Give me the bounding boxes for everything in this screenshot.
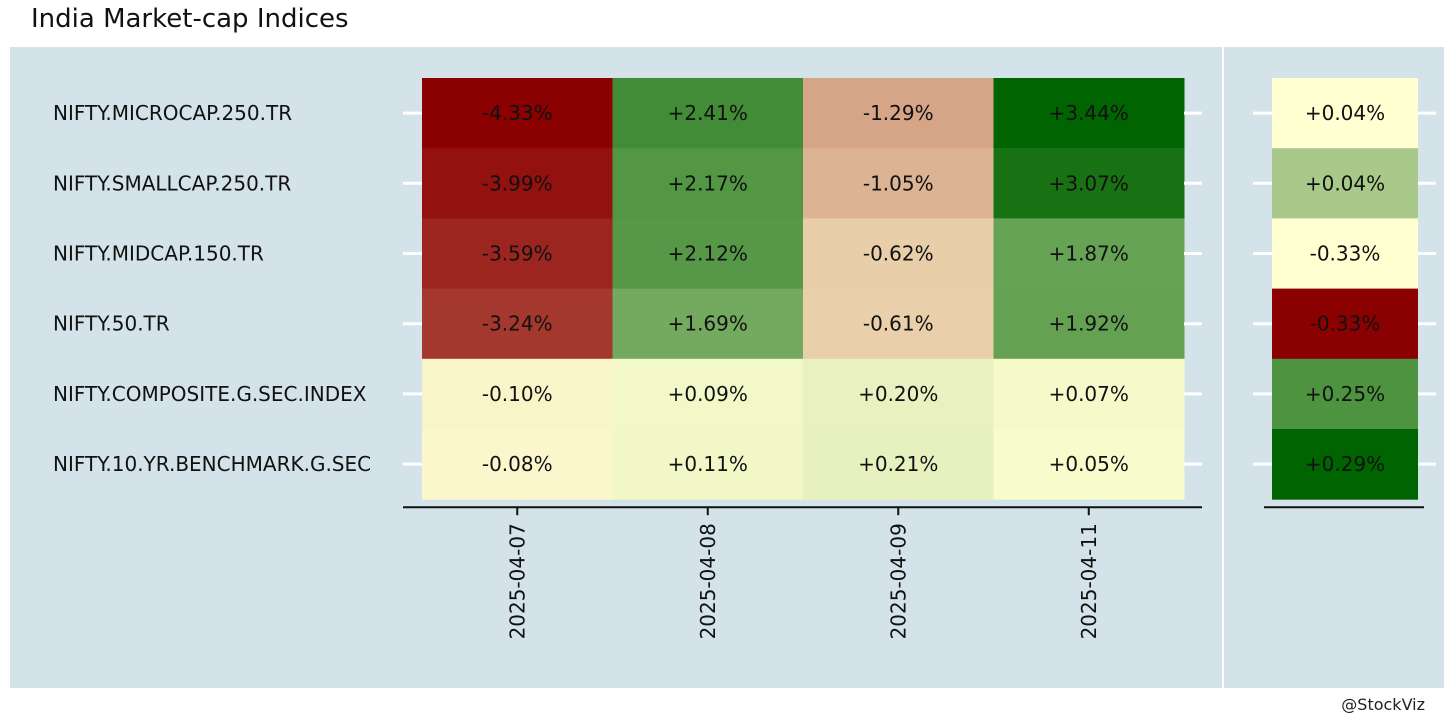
x-tick-label: 2025-04-07 (505, 523, 529, 639)
row-label: NIFTY.10.YR.BENCHMARK.G.SEC (53, 452, 371, 476)
summary-cell (1272, 358, 1418, 430)
heatmap-cell-label: +0.07% (1049, 382, 1129, 406)
heatmap-cell (803, 78, 994, 149)
summary-cell (1272, 218, 1418, 290)
chart-title: India Market-cap Indices (31, 4, 349, 34)
heatmap-cell (422, 148, 613, 219)
heatmap-cell-label: +0.21% (858, 452, 938, 476)
summary-cell-label: -0.33% (1310, 242, 1381, 266)
row-label: NIFTY.MICROCAP.250.TR (53, 101, 292, 125)
heatmap-cell (993, 288, 1185, 360)
summary-cell (1272, 288, 1418, 360)
heatmap-cell-label: +1.92% (1049, 312, 1129, 336)
heatmap-cell-label: -1.05% (863, 171, 934, 195)
heatmap-cell-label: +3.44% (1049, 101, 1129, 125)
heatmap-cell-label: +2.17% (668, 171, 748, 195)
heatmap-cell-label: +1.87% (1049, 242, 1129, 266)
heatmap-cell (803, 148, 994, 219)
heatmap-cell (993, 429, 1185, 500)
heatmap-cell-label: -3.99% (482, 171, 553, 195)
heatmap-cell-label: +0.20% (858, 382, 938, 406)
heatmap-cell-label: +2.41% (668, 101, 748, 125)
heatmap-cell-label: +2.12% (668, 242, 748, 266)
heatmap-cell (612, 358, 804, 430)
heatmap-cell (612, 148, 804, 219)
heatmap-cell-label: +1.69% (668, 312, 748, 336)
summary-cell-label: -0.33% (1310, 312, 1381, 336)
heatmap-cell-label: -4.33% (482, 101, 553, 125)
heatmap-cell (993, 78, 1185, 149)
row-label: NIFTY.MIDCAP.150.TR (53, 242, 264, 266)
axes: 2025-04-07 2025-04-08 2025-04-09 2025-04-11 (403, 111, 1436, 639)
row-label: NIFTY.50.TR (53, 312, 170, 336)
summary-cell-label: +0.29% (1305, 452, 1385, 476)
heatmap-cell-label: -0.62% (863, 242, 934, 266)
heatmap-cell (422, 218, 613, 290)
heatmap-cell (422, 78, 613, 149)
heatmap-cell-label: -3.24% (482, 312, 553, 336)
heatmap-cell (803, 218, 994, 290)
row-labels: NIFTY.MICROCAP.250.TR NIFTY.SMALLCAP.250.… (53, 101, 371, 476)
heatmap-cell (993, 148, 1185, 219)
heatmap-cell-label: +0.09% (668, 382, 748, 406)
summary-heatmap-cells: +0.04% +0.04% -0.33% -0.33% +0.25% +0.29% (1272, 78, 1418, 500)
heatmap-cell (993, 358, 1185, 430)
heatmap-cell (993, 218, 1185, 290)
heatmap-cell (803, 429, 994, 500)
heatmap-cell (803, 358, 994, 430)
summary-cell-label: +0.04% (1305, 101, 1385, 125)
heatmap-cell (422, 429, 613, 500)
summary-cell (1272, 78, 1418, 149)
heatmap-cell (612, 288, 804, 360)
x-tick-label: 2025-04-09 (886, 523, 910, 639)
heatmap-cell-label: -1.29% (863, 101, 934, 125)
heatmap-cell (612, 218, 804, 290)
heatmap-cell (422, 358, 613, 430)
summary-cell (1272, 429, 1418, 500)
heatmap-cell-label: -0.08% (482, 452, 553, 476)
credit-label: @StockViz (1341, 695, 1425, 714)
row-label: NIFTY.COMPOSITE.G.SEC.INDEX (53, 382, 367, 406)
heatmap-cell-label: +0.05% (1049, 452, 1129, 476)
heatmap-cell (422, 288, 613, 360)
heatmap-cell-label: -0.61% (863, 312, 934, 336)
heatmap-cell (612, 429, 804, 500)
summary-cell (1272, 148, 1418, 219)
heatmap-cell-label: +3.07% (1049, 171, 1129, 195)
row-label: NIFTY.SMALLCAP.250.TR (53, 171, 291, 195)
x-tick-label: 2025-04-08 (696, 523, 720, 639)
summary-cell-label: +0.25% (1305, 382, 1385, 406)
summary-cell-label: +0.04% (1305, 171, 1385, 195)
x-tick-label: 2025-04-11 (1077, 523, 1101, 639)
heatmap-cell-label: -0.10% (482, 382, 553, 406)
heatmap-cell (612, 78, 804, 149)
heatmap-cell (803, 288, 994, 360)
heatmap-cell-label: -3.59% (482, 242, 553, 266)
main-heatmap-cells: -4.33% +2.41% -1.29% +3.44% -3.99% +2.17% -1.0… (422, 78, 1185, 500)
heatmap-cell-label: +0.11% (668, 452, 748, 476)
